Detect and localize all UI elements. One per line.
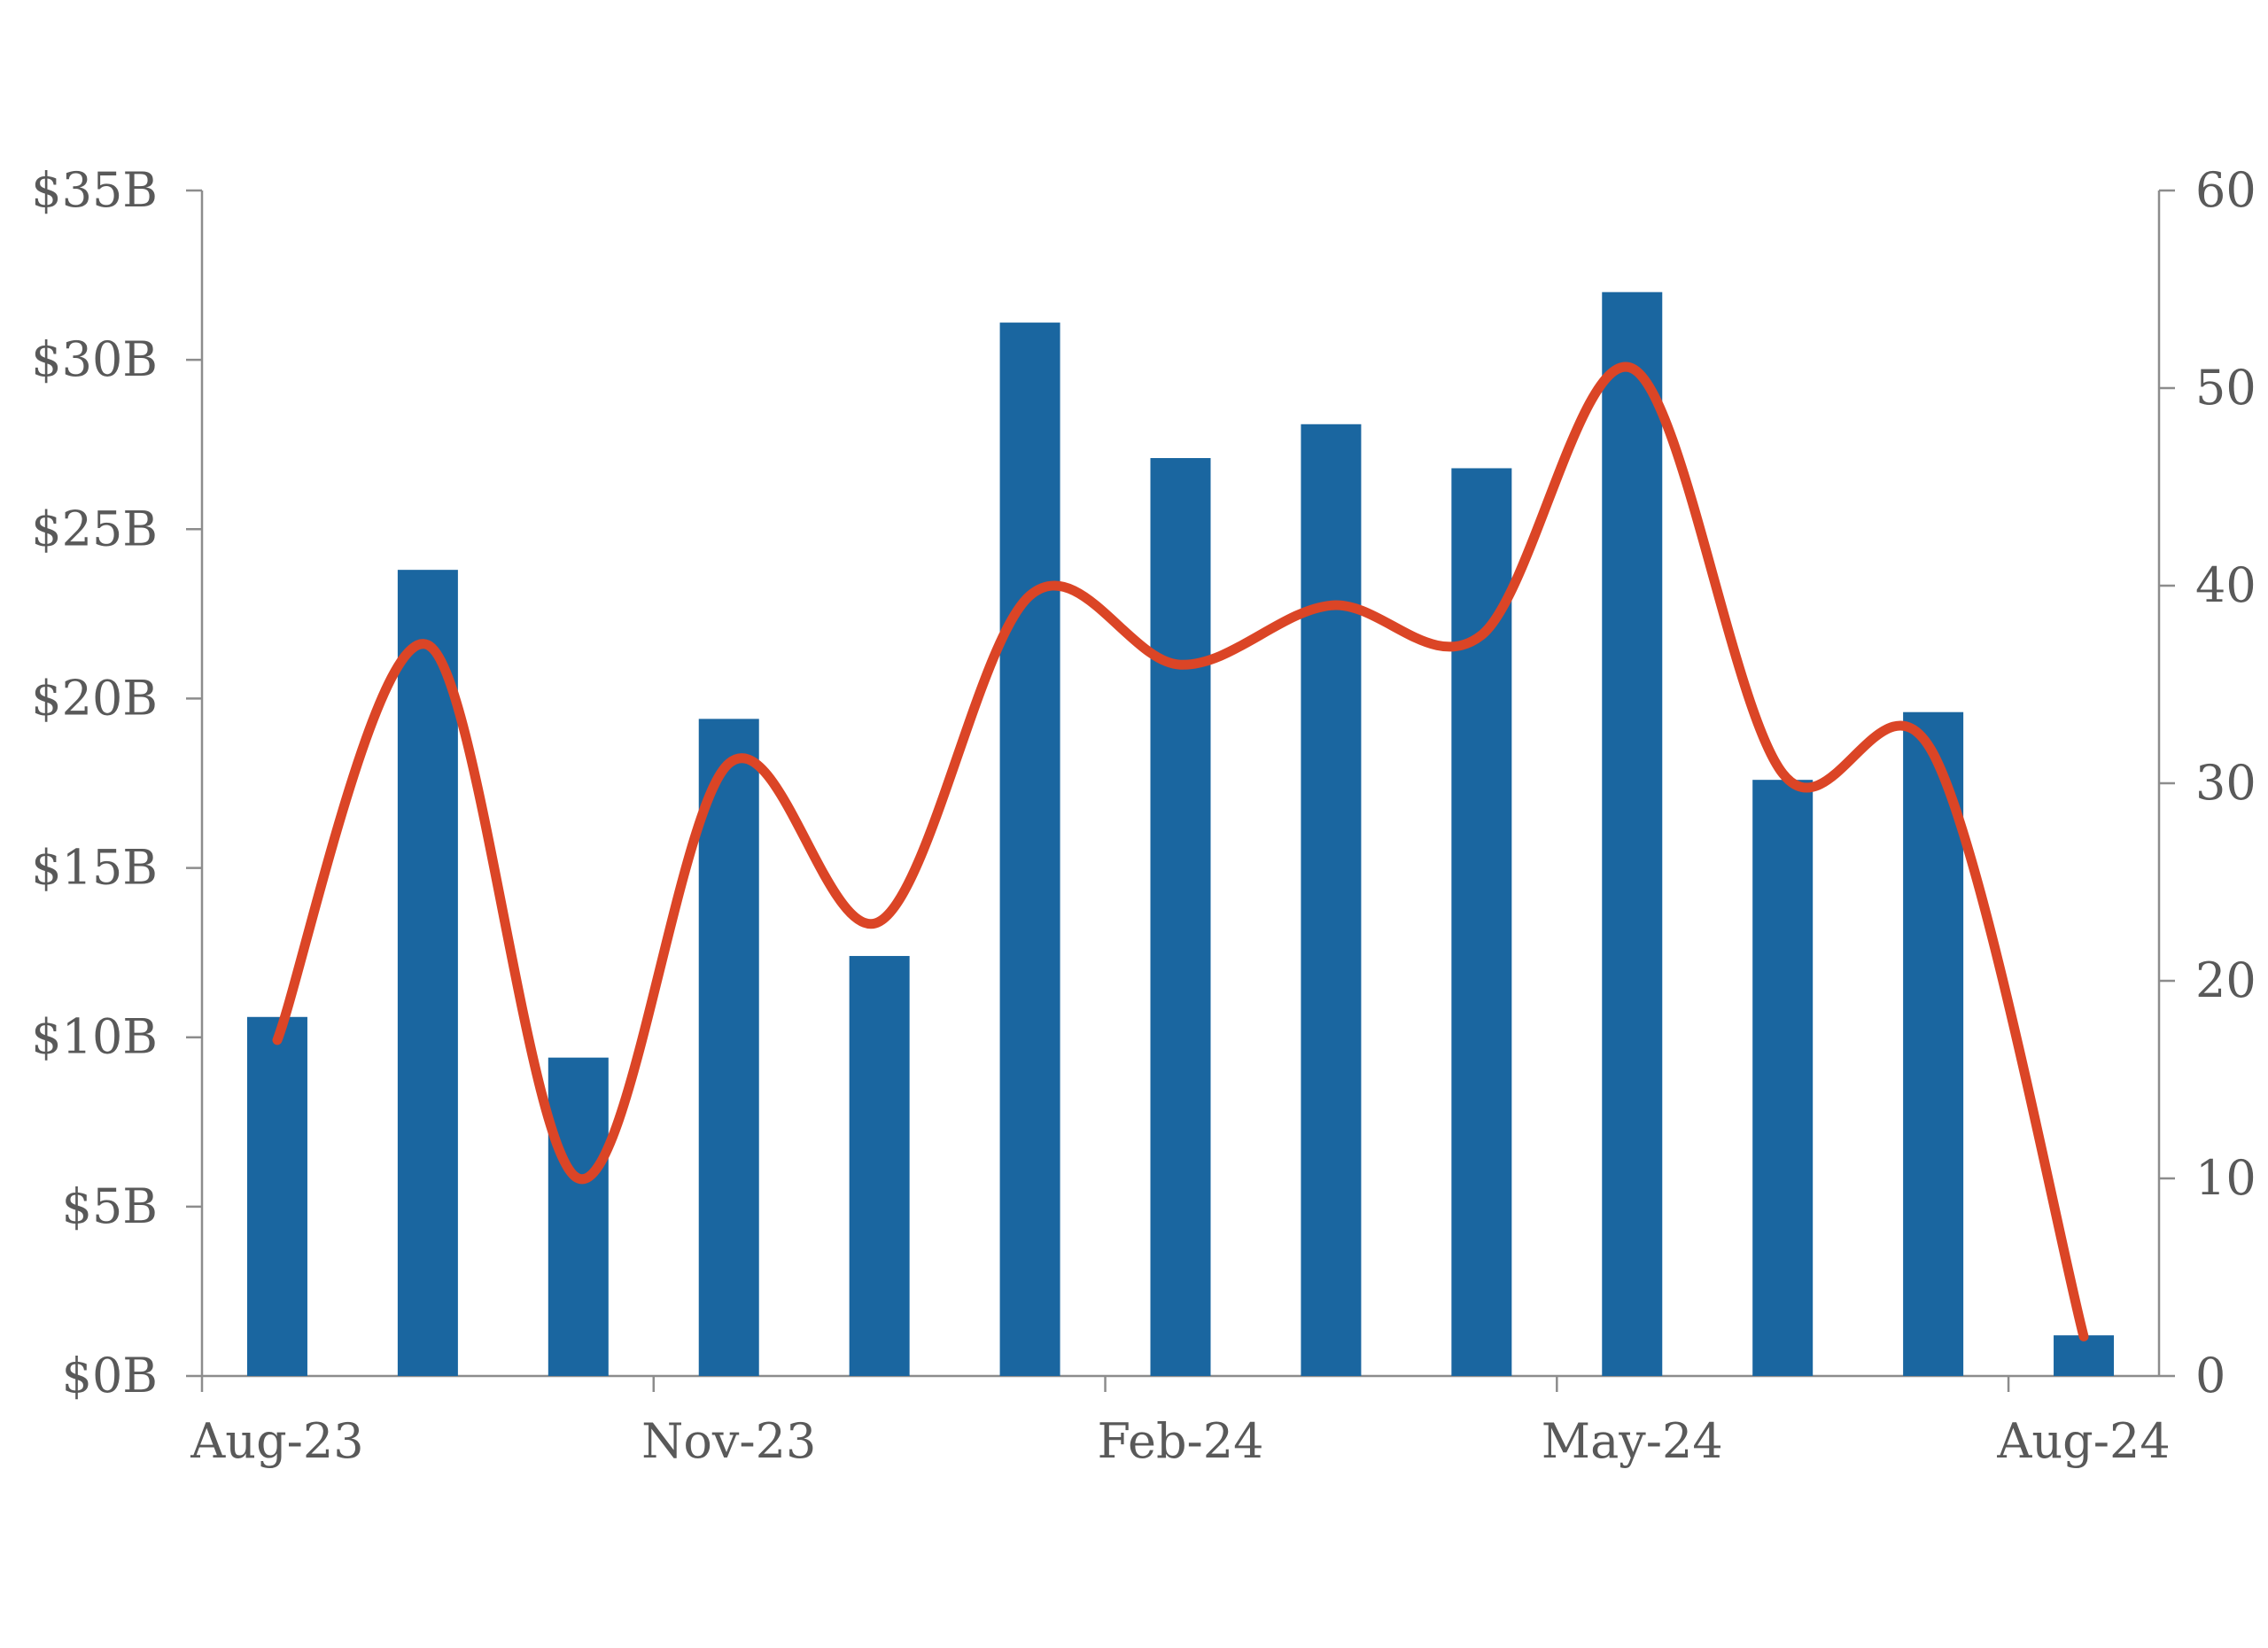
bar-may-24 — [1602, 292, 1663, 1377]
left-tick-label: $5B — [62, 1178, 158, 1234]
left-tick-label: $15B — [31, 840, 158, 896]
bar-aug-23 — [246, 1016, 307, 1376]
bar-mar-24 — [1301, 424, 1362, 1377]
right-tick-label: 20 — [2195, 952, 2256, 1008]
bar-apr-24 — [1451, 468, 1512, 1376]
left-tick-label: $30B — [31, 331, 158, 387]
bar-aug-24 — [2054, 1335, 2115, 1376]
x-tick-label: Nov-23 — [641, 1413, 816, 1469]
right-tick-label: 60 — [2195, 162, 2256, 218]
right-tick-label: 0 — [2195, 1348, 2225, 1403]
right-tick-label: 50 — [2195, 360, 2256, 416]
bar-jul-24 — [1903, 711, 1964, 1376]
bar-nov-23 — [698, 719, 759, 1376]
x-axis: Aug-23 Nov-23 Feb-24 May-24 Aug-24 — [190, 1374, 2171, 1469]
x-tick-label: Aug-23 — [190, 1413, 363, 1469]
bar-jun-24 — [1752, 780, 1814, 1376]
bar-sep-23 — [397, 570, 458, 1376]
x-tick-label: May-24 — [1542, 1413, 1723, 1469]
bar-oct-23 — [548, 1057, 609, 1376]
bar-feb-24 — [1150, 458, 1211, 1376]
left-tick-label: $20B — [31, 670, 158, 726]
bar-series — [246, 292, 2115, 1377]
left-tick-label: $35B — [31, 162, 158, 218]
left-y-axis: $0B $5B $10B $15B $20B $25B $30B $35B — [31, 162, 204, 1403]
line-series-path — [272, 361, 2089, 1341]
left-tick-label: $0B — [62, 1348, 158, 1403]
right-tick-label: 40 — [2195, 557, 2256, 613]
bar-dec-23 — [849, 955, 910, 1376]
right-tick-label: 30 — [2195, 755, 2256, 811]
line-series-group — [272, 361, 2089, 1341]
left-tick-label: $25B — [31, 501, 158, 556]
right-y-axis: 0 10 20 30 40 50 60 — [2157, 162, 2256, 1403]
bar-jan-24 — [999, 323, 1060, 1376]
x-tick-label: Feb-24 — [1098, 1413, 1264, 1469]
x-tick-label: Aug-24 — [1996, 1413, 2170, 1469]
left-tick-label: $10B — [31, 1009, 158, 1065]
right-tick-label: 10 — [2195, 1150, 2256, 1206]
